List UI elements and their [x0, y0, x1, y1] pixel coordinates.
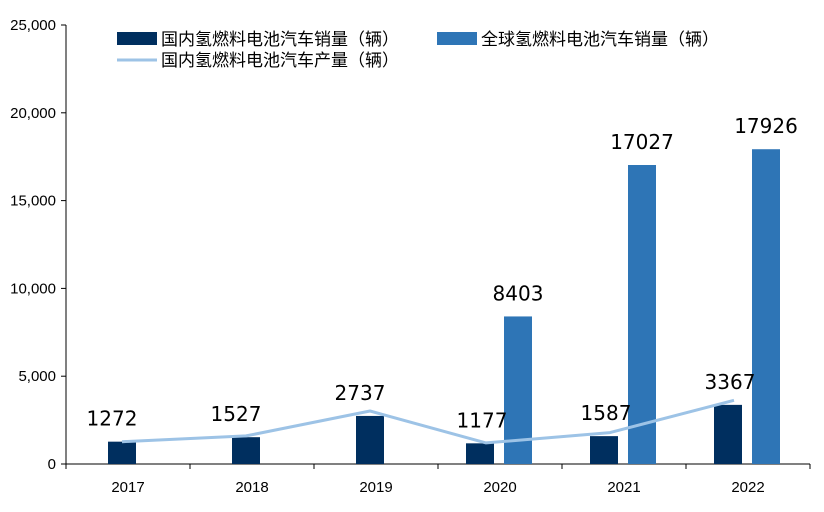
bar-domestic-sales: [356, 415, 384, 464]
data-labels: 1272 1527 2737 1177 1587 3367 8403 17027 17926: [87, 114, 798, 432]
data-label-domestic-sales: 2737: [335, 381, 386, 405]
legend-swatch-domestic-sales: [117, 32, 157, 45]
y-tick-label: 0: [48, 456, 56, 473]
legend: 国内氢燃料电池汽车销量（辆） 全球氢燃料电池汽车销量（辆） 国内氢燃料电池汽车产量（…: [117, 30, 719, 71]
bar-domestic-sales: [714, 404, 742, 464]
data-label-domestic-sales: 1527: [211, 402, 262, 426]
y-tick-label: 25,000: [10, 17, 56, 34]
data-label-global-sales: 17926: [734, 114, 798, 138]
bar-domestic-sales: [108, 441, 136, 464]
x-tick-label: 2017: [111, 479, 144, 496]
axes: 0 5,000 10,000 15,000 20,000 25,000 2017 2018 20…: [10, 17, 811, 496]
x-tick-label: 2019: [359, 479, 392, 496]
bar-domestic-sales: [590, 436, 618, 464]
bars: [108, 149, 780, 465]
legend-swatch-global-sales: [437, 32, 477, 45]
legend-label-global-sales: 全球氢燃料电池汽车销量（辆）: [481, 30, 719, 50]
legend-label-domestic-production: 国内氢燃料电池汽车产量（辆）: [161, 51, 399, 71]
data-label-domestic-sales: 3367: [705, 370, 756, 394]
y-tick-label: 10,000: [10, 280, 56, 297]
lines: [121, 398, 735, 445]
bar-domestic-sales: [232, 437, 260, 464]
y-tick-label: 20,000: [10, 105, 56, 122]
x-tick-label: 2022: [731, 479, 764, 496]
bar-domestic-sales: [466, 443, 494, 464]
legend-label-domestic-sales: 国内氢燃料电池汽车销量（辆）: [161, 30, 399, 50]
bar-global-sales: [628, 165, 656, 465]
y-tick-label: 5,000: [18, 368, 56, 385]
data-label-global-sales: 17027: [610, 130, 674, 154]
x-tick-label: 2021: [607, 479, 640, 496]
data-label-domestic-sales: 1587: [581, 401, 632, 425]
y-tick-label: 15,000: [10, 193, 56, 210]
bar-global-sales: [752, 149, 780, 465]
x-tick-label: 2018: [235, 479, 268, 496]
data-label-domestic-sales: 1272: [87, 407, 138, 431]
data-label-global-sales: 8403: [493, 281, 544, 305]
line-domestic-production: [121, 398, 735, 445]
x-tick-label: 2020: [483, 479, 516, 496]
data-label-domestic-sales: 1177: [457, 408, 508, 432]
